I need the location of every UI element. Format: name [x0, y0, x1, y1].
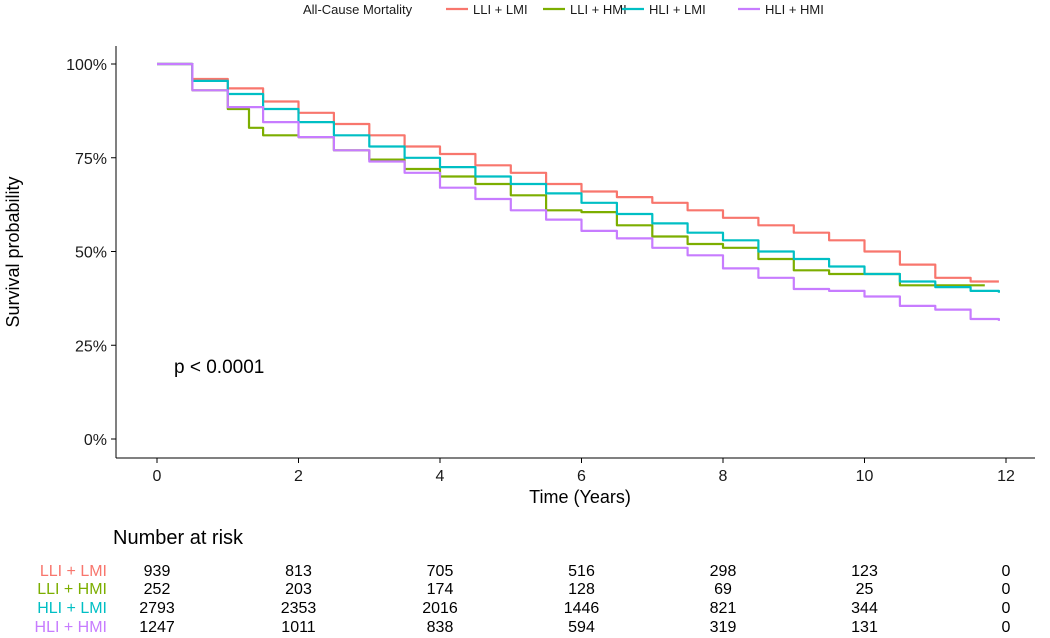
- p-value-annotation: p < 0.0001: [174, 357, 264, 378]
- risk-cell: 0: [1002, 619, 1011, 636]
- risk-cell: 1446: [564, 600, 600, 617]
- y-tick-label: 0%: [84, 432, 107, 449]
- plot-area: 0% 25% 50% 75% 100% 0 2 4 6 8 10 12 p < 0.0001: [66, 46, 1035, 485]
- risk-cell: 123: [851, 563, 878, 580]
- risk-cell: 25: [856, 581, 874, 598]
- risk-cell: 813: [285, 563, 312, 580]
- risk-cell: 1247: [139, 619, 175, 636]
- risk-row-label-lli-hmi: LLI + HMI: [37, 581, 107, 598]
- risk-cell: 821: [710, 600, 737, 617]
- x-tick-label: 2: [294, 468, 303, 485]
- legend-title: All-Cause Mortality: [303, 2, 413, 17]
- risk-table: Number at risk LLI + LMI 939 813 705 516 298 1…: [35, 527, 1011, 636]
- x-tick-label: 12: [997, 468, 1015, 485]
- risk-cell: 516: [568, 563, 595, 580]
- risk-cell: 2353: [281, 600, 317, 617]
- y-tick-label: 50%: [75, 245, 107, 262]
- risk-cell: 252: [144, 581, 171, 598]
- x-ticks: 0 2 4 6 8 10 12: [153, 458, 1015, 485]
- risk-cell: 298: [710, 563, 737, 580]
- legend-label-hli-hmi: HLI + HMI: [765, 2, 824, 17]
- risk-cell: 131: [851, 619, 878, 636]
- risk-cell: 705: [427, 563, 454, 580]
- risk-row-label-hli-hmi: HLI + HMI: [35, 619, 107, 636]
- x-tick-label: 4: [436, 468, 445, 485]
- risk-row-label-hli-lmi: HLI + LMI: [37, 600, 107, 617]
- risk-cell: 939: [144, 563, 171, 580]
- risk-cell: 319: [710, 619, 737, 636]
- x-axis-title: Time (Years): [529, 487, 631, 507]
- risk-cell: 1011: [281, 619, 316, 636]
- curve-lli-hmi: [157, 62, 985, 287]
- curve-lli-lmi: [157, 62, 999, 283]
- risk-cell: 0: [1002, 581, 1011, 598]
- risk-cell: 69: [714, 581, 732, 598]
- risk-cell: 838: [427, 619, 454, 636]
- survival-curves: [157, 62, 1000, 321]
- risk-cell: 344: [851, 600, 878, 617]
- risk-row-label-lli-lmi: LLI + LMI: [40, 563, 107, 580]
- y-tick-label: 25%: [75, 338, 107, 355]
- risk-cell: 203: [285, 581, 312, 598]
- risk-cell: 174: [427, 581, 454, 598]
- x-tick-label: 10: [856, 468, 874, 485]
- curve-hli-hmi: [157, 62, 1000, 321]
- y-ticks: 0% 25% 50% 75% 100%: [66, 57, 116, 449]
- risk-table-title: Number at risk: [113, 527, 244, 549]
- risk-cell: 0: [1002, 600, 1011, 617]
- legend-label-lli-lmi: LLI + LMI: [473, 2, 528, 17]
- legend-label-hli-lmi: HLI + LMI: [649, 2, 706, 17]
- x-tick-label: 0: [153, 468, 162, 485]
- legend: All-Cause Mortality LLI + LMI LLI + HMI HL…: [303, 2, 824, 17]
- risk-cell: 0: [1002, 563, 1011, 580]
- y-axis-title: Survival probability: [3, 176, 23, 327]
- y-tick-label: 100%: [66, 57, 107, 74]
- legend-label-lli-hmi: LLI + HMI: [570, 2, 627, 17]
- x-tick-label: 8: [719, 468, 728, 485]
- risk-cell: 128: [568, 581, 595, 598]
- risk-cell: 2793: [139, 600, 175, 617]
- y-tick-label: 75%: [75, 151, 107, 168]
- curve-hli-lmi: [157, 62, 1000, 293]
- x-tick-label: 6: [577, 468, 586, 485]
- risk-cell: 2016: [422, 600, 458, 617]
- risk-cell: 594: [568, 619, 595, 636]
